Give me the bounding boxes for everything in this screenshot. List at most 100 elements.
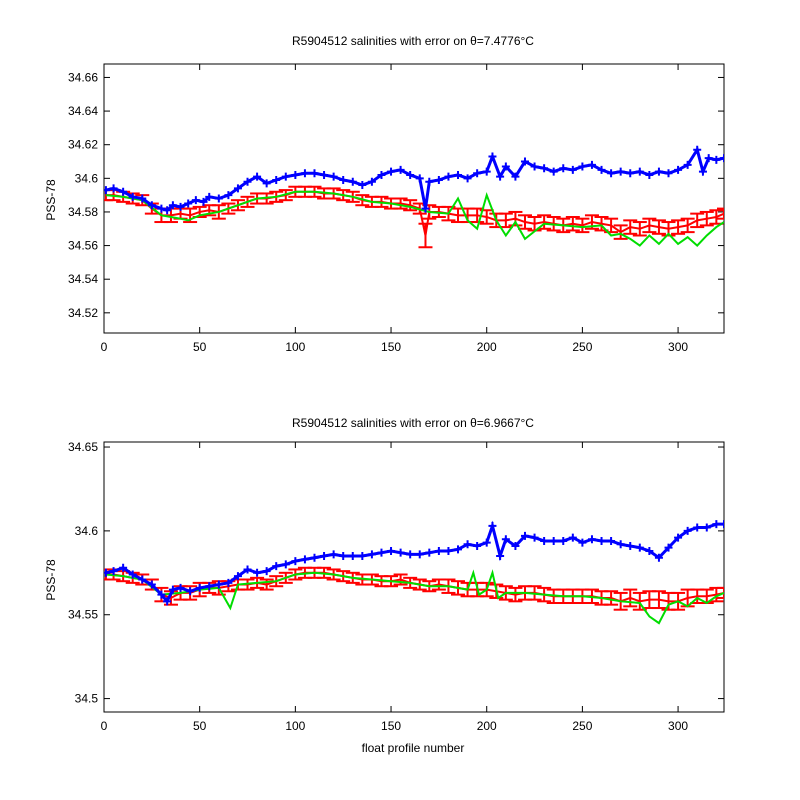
blue-plus-marker: [482, 538, 491, 547]
x-tick-label: 50: [193, 340, 207, 354]
x-tick-label: 100: [285, 340, 305, 354]
blue-plus-marker: [138, 194, 147, 203]
blue-plus-marker: [109, 184, 118, 193]
blue-plus-marker: [664, 543, 673, 552]
y-tick-label: 34.64: [68, 104, 98, 118]
blue-plus-marker: [425, 177, 434, 186]
blue-plus-marker: [482, 167, 491, 176]
blue-plus-marker: [119, 563, 128, 572]
blue-plus-marker: [186, 587, 195, 596]
blue-plus-marker: [654, 167, 663, 176]
blue-plus-marker: [720, 154, 724, 163]
y-tick-label: 34.58: [68, 205, 98, 219]
blue-plus-marker: [329, 172, 338, 181]
blue-plus-marker: [473, 541, 482, 550]
blue-plus-marker: [358, 552, 367, 561]
blue-plus-marker: [578, 538, 587, 547]
y-tick-label: 34.54: [68, 272, 98, 286]
blue-plus-marker: [348, 177, 357, 186]
blue-plus-marker: [549, 536, 558, 545]
blue-plus-marker: [501, 162, 510, 171]
blue-plus-marker: [291, 557, 300, 566]
x-tick-label: 200: [477, 719, 497, 733]
blue-marker-series: [104, 145, 724, 215]
blue-plus-marker: [300, 169, 309, 178]
blue-plus-marker: [568, 533, 577, 542]
bottom-panel: R5904512 salinities with error on θ=6.96…: [44, 416, 725, 755]
blue-plus-marker: [387, 167, 396, 176]
blue-plus-marker: [205, 192, 214, 201]
x-tick-label: 0: [101, 340, 108, 354]
top-y-axis-label: PSS-78: [44, 179, 58, 221]
blue-plus-marker: [191, 196, 200, 205]
green-series-line: [105, 569, 724, 625]
blue-plus-marker: [540, 536, 549, 545]
blue-plus-marker: [496, 552, 505, 561]
x-tick-label: 50: [193, 719, 207, 733]
axes-frame: [103, 441, 725, 713]
bottom-x-axis-label: float profile number: [362, 741, 465, 755]
x-tick-label: 250: [572, 719, 592, 733]
blue-plus-marker: [425, 548, 434, 557]
blue-plus-marker: [119, 187, 128, 196]
bottom-panel-title: R5904512 salinities with error on θ=6.96…: [292, 416, 534, 430]
blue-plus-marker: [720, 520, 724, 529]
blue-plus-marker: [358, 181, 367, 190]
blue-plus-marker: [693, 523, 702, 532]
blue-plus-marker: [233, 572, 242, 581]
blue-plus-marker: [530, 533, 539, 542]
blue-plus-marker: [501, 535, 510, 544]
blue-plus-marker: [157, 590, 166, 599]
blue-plus-marker: [712, 155, 721, 164]
blue-plus-marker: [530, 162, 539, 171]
blue-plus-marker: [674, 165, 683, 174]
blue-plus-marker: [377, 170, 386, 179]
blue-plus-marker: [607, 536, 616, 545]
blue-plus-marker: [147, 580, 156, 589]
blue-plus-marker: [377, 548, 386, 557]
blue-plus-marker: [664, 169, 673, 178]
y-tick-label: 34.55: [68, 608, 98, 622]
blue-plus-marker: [434, 547, 443, 556]
blue-plus-marker: [300, 555, 309, 564]
blue-plus-marker: [496, 172, 505, 181]
blue-plus-marker: [654, 553, 663, 562]
x-tick-label: 150: [381, 719, 401, 733]
green-series-line: [105, 190, 724, 247]
blue-plus-marker: [224, 578, 233, 587]
blue-plus-marker: [406, 170, 415, 179]
blue-plus-marker: [597, 536, 606, 545]
axes-frame: [103, 63, 725, 334]
blue-plus-marker: [520, 531, 529, 540]
x-tick-label: 300: [668, 340, 688, 354]
blue-plus-marker: [559, 536, 568, 545]
blue-plus-marker: [339, 176, 348, 185]
blue-plus-marker: [578, 162, 587, 171]
blue-plus-marker: [320, 170, 329, 179]
blue-plus-marker: [291, 170, 300, 179]
y-tick-label: 34.56: [68, 239, 98, 253]
blue-plus-marker: [272, 176, 281, 185]
blue-plus-marker: [463, 174, 472, 183]
blue-plus-marker: [568, 165, 577, 174]
blue-plus-marker: [176, 202, 185, 211]
blue-plus-marker: [224, 191, 233, 200]
blue-plus-marker: [310, 169, 319, 178]
blue-plus-marker: [262, 179, 271, 188]
blue-plus-marker: [199, 197, 208, 206]
blue-plus-marker: [339, 552, 348, 561]
blue-plus-marker: [387, 547, 396, 556]
blue-plus-marker: [698, 167, 707, 176]
blue-marker-series: [104, 520, 724, 606]
blue-plus-marker: [168, 585, 177, 594]
blue-plus-marker: [540, 164, 549, 173]
blue-plus-marker: [702, 523, 711, 532]
blue-plus-marker: [243, 565, 252, 574]
blue-plus-marker: [415, 174, 424, 183]
blue-plus-marker: [147, 201, 156, 210]
blue-plus-marker: [511, 172, 520, 181]
top-panel: R5904512 salinities with error on θ=7.47…: [44, 34, 725, 354]
blue-plus-marker: [157, 204, 166, 213]
blue-plus-marker: [253, 568, 262, 577]
blue-plus-marker: [138, 575, 147, 584]
